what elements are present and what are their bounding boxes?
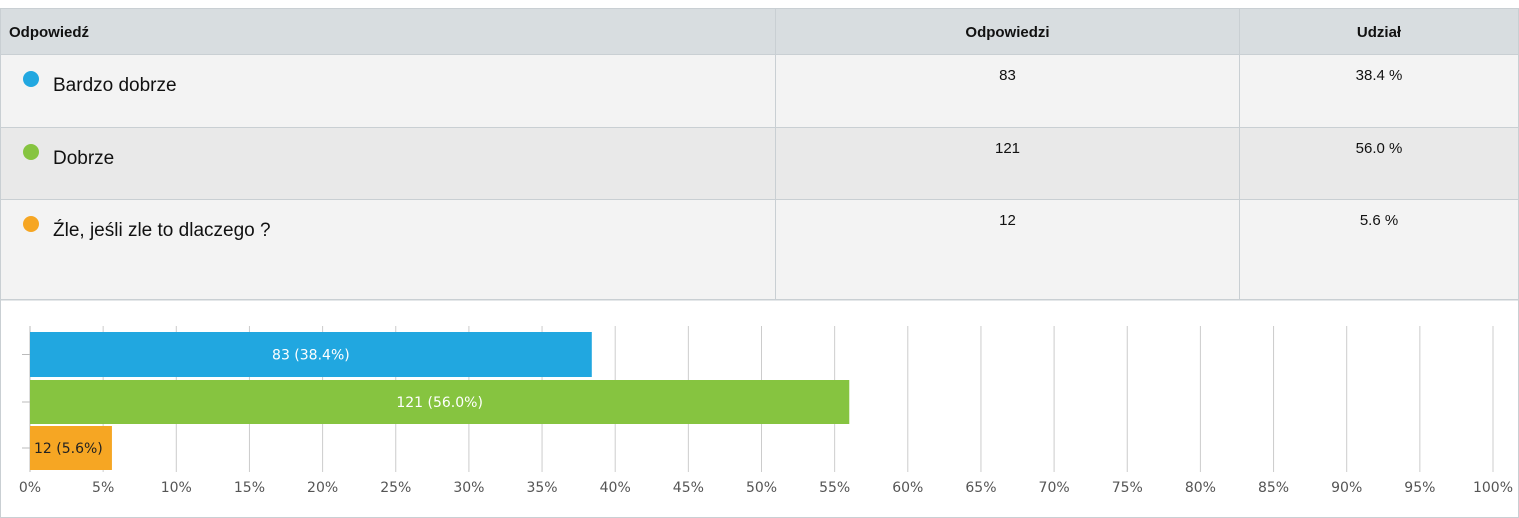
answer-cell: Dobrze [0,128,776,200]
count-cell: 12 [776,200,1240,300]
bar-value-label: 83 (38.4%) [272,348,350,364]
legend-dot [23,144,39,160]
x-tick-label: 95% [1404,480,1435,496]
legend-dot [23,216,39,232]
answer-cell: Bardzo dobrze [0,55,776,128]
column-header: Odpowiedź [0,8,776,55]
share-cell: 56.0 % [1240,128,1519,200]
x-tick-label: 0% [19,480,41,496]
bar [30,380,850,424]
x-tick-label: 70% [1039,480,1070,496]
x-tick-label: 45% [673,480,704,496]
x-tick-label: 100% [1473,480,1513,496]
answer-label: Bardzo dobrze [53,75,177,96]
bar-chart: 0% 5% 10% 15% 20% 25% 30% 35% 40% 45% 50% 55% 60% 65%… [0,300,1519,518]
count-cell: 121 [776,128,1240,200]
answer-label: Źle, jeśli zle to dlaczego ? [53,220,271,241]
column-header: Odpowiedzi [776,8,1240,55]
legend-dot [23,71,39,87]
count-cell: 83 [776,55,1240,128]
x-tick-label: 50% [746,480,777,496]
share-cell: 5.6 % [1240,200,1519,300]
x-tick-label: 85% [1258,480,1289,496]
answer-label: Dobrze [53,148,115,169]
answer-cell: Źle, jeśli zle to dlaczego ? [0,200,776,300]
x-tick-label: 40% [600,480,631,496]
x-tick-label: 75% [1112,480,1143,496]
x-tick-label: 80% [1185,480,1216,496]
x-tick-label: 20% [307,480,338,496]
x-tick-label: 5% [92,480,114,496]
x-tick-label: 65% [965,480,996,496]
x-tick-label: 30% [453,480,484,496]
x-tick-label: 90% [1331,480,1362,496]
share-cell: 38.4 % [1240,55,1519,128]
bar [30,426,112,470]
x-tick-label: 10% [161,480,192,496]
bar-value-label: 12 (5.6%) [34,441,103,457]
bar-value-label: 121 (56.0%) [396,395,483,411]
x-tick-label: 35% [526,480,557,496]
x-tick-label: 15% [234,480,265,496]
x-tick-label: 55% [819,480,850,496]
column-header: Udział [1240,8,1519,55]
x-tick-label: 60% [892,480,923,496]
bar [30,332,592,377]
x-tick-label: 25% [380,480,411,496]
